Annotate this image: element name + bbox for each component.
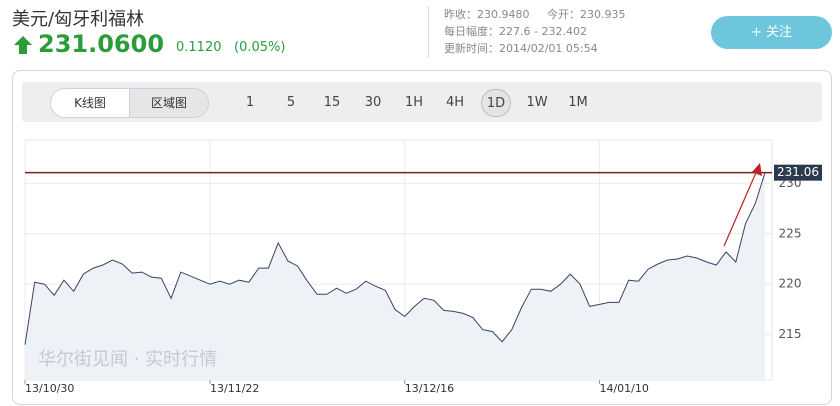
title: 美元/匈牙利福林 bbox=[12, 9, 145, 30]
info: 今开：230.935 bbox=[547, 8, 626, 21]
price: 231.0600 bbox=[38, 30, 165, 58]
line bbox=[24, 172, 766, 345]
y-tick-label: 215 bbox=[779, 327, 802, 341]
annotation-arrow bbox=[723, 167, 759, 247]
x-tick-label: 14/01/10 bbox=[599, 382, 648, 395]
follow-label: 关注 bbox=[766, 25, 793, 40]
change: 0.1120 bbox=[176, 40, 222, 55]
period-button[interactable]: 1D bbox=[481, 89, 511, 117]
x-tick-label: 13/11/22 bbox=[210, 382, 259, 395]
chart-tab[interactable]: 区域图 bbox=[129, 88, 209, 118]
x-tick-label: 13/10/30 bbox=[25, 382, 74, 395]
y-tick-label: 225 bbox=[779, 226, 802, 240]
price-tag-label: 231.06 bbox=[777, 165, 819, 179]
price-tag bbox=[774, 164, 822, 181]
chart-tab[interactable]: K线图 bbox=[50, 88, 130, 118]
period-button[interactable]: 1 bbox=[245, 95, 255, 110]
chart-panel bbox=[12, 70, 832, 405]
up-arrow bbox=[14, 36, 32, 54]
info: 更新时间：2014/02/01 05:54 bbox=[444, 42, 598, 55]
annotation-arrowhead bbox=[752, 163, 762, 176]
plus-icon: + bbox=[750, 25, 766, 40]
period-button[interactable]: 1M bbox=[568, 95, 588, 110]
period-button[interactable]: 5 bbox=[286, 95, 296, 110]
period-button[interactable]: 30 bbox=[364, 95, 382, 110]
period-button[interactable]: 4H bbox=[445, 95, 465, 110]
follow-button[interactable]: + 关注 bbox=[711, 16, 832, 49]
change-pct: (0.05%) bbox=[234, 40, 286, 55]
x-tick-label: 13/12/16 bbox=[405, 382, 454, 395]
watermark: 华尔街见闻 · 实时行情 bbox=[38, 349, 217, 370]
info: 昨收：230.9480 bbox=[444, 8, 530, 21]
period-button[interactable]: 1W bbox=[526, 95, 548, 110]
area bbox=[25, 172, 765, 380]
info: 每日幅度：227.6 - 232.402 bbox=[444, 25, 587, 38]
period-button[interactable]: 1H bbox=[404, 95, 424, 110]
period-button[interactable]: 15 bbox=[323, 95, 341, 110]
y-tick-label: 220 bbox=[779, 277, 802, 291]
separator bbox=[428, 6, 429, 58]
